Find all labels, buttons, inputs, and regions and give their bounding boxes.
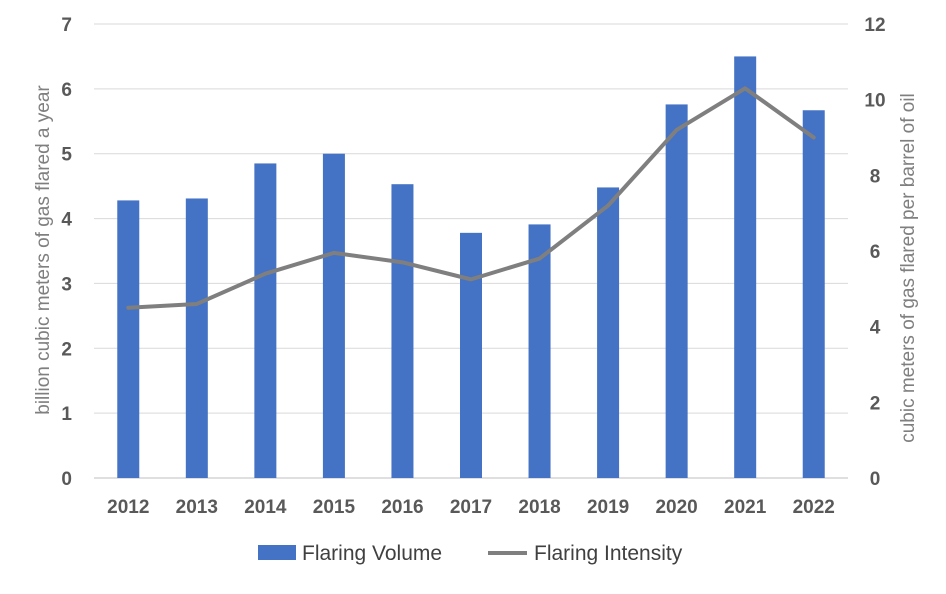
left-axis-tick-label: 4 <box>61 210 72 231</box>
right-axis-tick-label: 6 <box>870 242 881 263</box>
right-axis-ticks: 0 2 4 6 8 10 12 <box>864 15 885 490</box>
left-axis-tick-label: 1 <box>61 404 72 425</box>
left-axis-tick-label: 5 <box>61 145 72 166</box>
right-axis-tick-label: 8 <box>870 166 881 187</box>
left-axis-ticks: 0 1 2 3 4 5 6 7 <box>61 15 72 490</box>
bar-flaring-volume <box>802 110 825 478</box>
bar-flaring-volume <box>185 198 208 479</box>
x-axis-tick-label: 2014 <box>244 497 287 518</box>
line-series-group <box>126 86 816 310</box>
x-axis-tick-label: 2013 <box>176 497 218 518</box>
line-flaring-intensity <box>126 86 816 310</box>
bar-flaring-volume <box>117 200 140 478</box>
left-axis-title: billion cubic meters of gas flared a yea… <box>33 85 54 415</box>
right-axis-tick-label: 12 <box>864 15 885 36</box>
x-axis-tick-label: 2012 <box>107 497 149 518</box>
x-axis-tick-label: 2016 <box>381 497 423 518</box>
bar-flaring-volume <box>528 224 551 478</box>
x-axis-tick-label: 2015 <box>313 497 356 518</box>
bar-flaring-volume <box>597 187 620 478</box>
bar-flaring-volume <box>391 184 414 478</box>
legend-label-flaring-volume: Flaring Volume <box>302 542 442 565</box>
left-axis-tick-label: 3 <box>61 274 72 295</box>
x-axis-tick-label: 2021 <box>724 497 767 518</box>
bar-series-group <box>117 56 825 479</box>
left-axis-tick-label: 7 <box>61 15 72 36</box>
x-axis-tick-label: 2018 <box>518 497 560 518</box>
left-axis-tick-label: 6 <box>61 80 72 101</box>
legend-swatch-flaring-volume <box>258 545 296 560</box>
x-axis-tick-label: 2020 <box>655 497 697 518</box>
x-axis-tick-label: 2017 <box>450 497 492 518</box>
bar-flaring-volume <box>665 104 688 479</box>
x-axis-tick-label: 2019 <box>587 497 629 518</box>
bar-flaring-volume <box>734 56 757 479</box>
bar-flaring-volume <box>460 232 482 478</box>
x-axis-tick-label: 2022 <box>793 497 835 518</box>
right-axis-tick-label: 10 <box>864 91 885 112</box>
right-axis-tick-label: 2 <box>870 393 881 414</box>
x-axis-ticks: 2012 2013 2014 2015 2016 2017 2018 2019 2020 2021… <box>107 497 835 518</box>
bar-flaring-volume <box>254 163 277 478</box>
right-axis-tick-label: 4 <box>870 318 881 339</box>
bar-flaring-volume <box>322 153 345 478</box>
right-axis-tick-label: 0 <box>870 469 881 490</box>
legend: Flaring Volume Flaring Intensity <box>258 542 683 565</box>
left-axis-tick-label: 2 <box>61 339 72 360</box>
legend-label-flaring-intensity: Flaring Intensity <box>534 542 683 565</box>
left-axis-tick-label: 0 <box>61 469 72 490</box>
right-axis-title: cubic meters of gas flared per barrel of… <box>898 93 919 443</box>
